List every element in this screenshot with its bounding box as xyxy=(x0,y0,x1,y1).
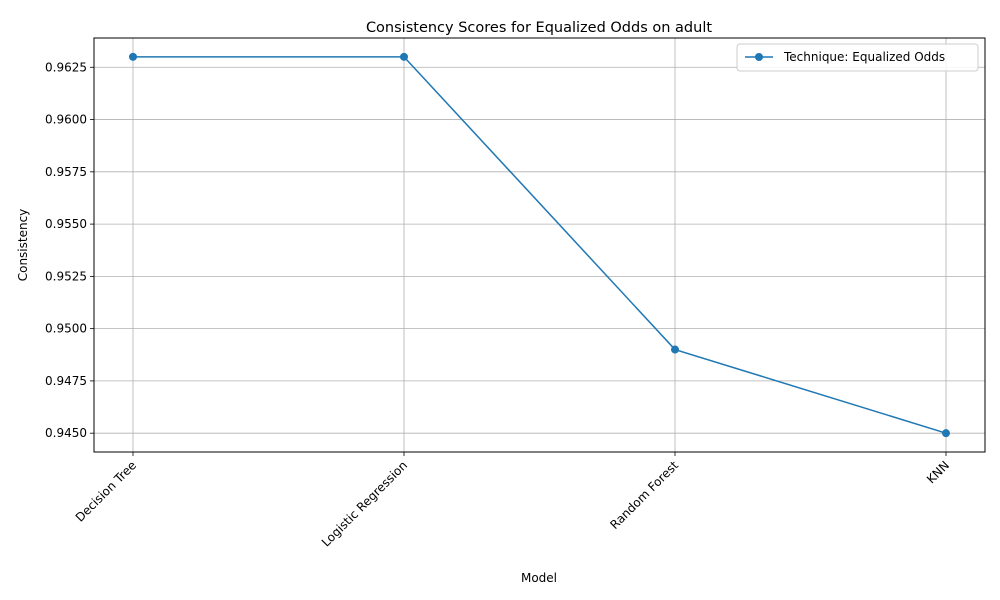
data-point xyxy=(942,429,950,438)
chart-title: Consistency Scores for Equalized Odds on… xyxy=(366,20,712,36)
plot-frame xyxy=(93,37,986,453)
legend: Technique: Equalized Odds xyxy=(736,43,979,72)
y-tick-label: 0.9450 xyxy=(45,426,87,440)
legend-label: Technique: Equalized Odds xyxy=(783,50,945,64)
y-axis-label: Consistency xyxy=(16,209,30,282)
grid-layer xyxy=(94,38,985,452)
y-tick-label: 0.9600 xyxy=(45,113,87,127)
legend-marker-swatch xyxy=(755,53,763,61)
data-point xyxy=(129,52,137,61)
y-tick-label: 0.9475 xyxy=(45,374,87,388)
y-tick-label: 0.9525 xyxy=(45,269,87,283)
y-tick-label: 0.9575 xyxy=(45,165,87,179)
y-tick-label: 0.9550 xyxy=(45,217,87,231)
series-layer xyxy=(129,52,950,438)
data-point xyxy=(400,52,408,61)
x-axis-label: Model xyxy=(521,571,557,585)
x-tick-label: Decision Tree xyxy=(73,458,139,524)
data-point xyxy=(671,345,679,354)
y-tick-label: 0.9500 xyxy=(45,322,87,336)
series-line xyxy=(133,56,947,434)
x-tick-label: Random Forest xyxy=(607,458,681,532)
x-tick-label: KNN xyxy=(924,458,952,486)
tick-layer: 0.9450 0.9475 0.9500 0.9525 0.9550 0.9575 0.96… xyxy=(45,60,952,549)
legend-box xyxy=(736,43,979,72)
x-tick-label: Logistic Regression xyxy=(319,458,410,549)
y-tick-label: 0.9625 xyxy=(45,60,87,74)
